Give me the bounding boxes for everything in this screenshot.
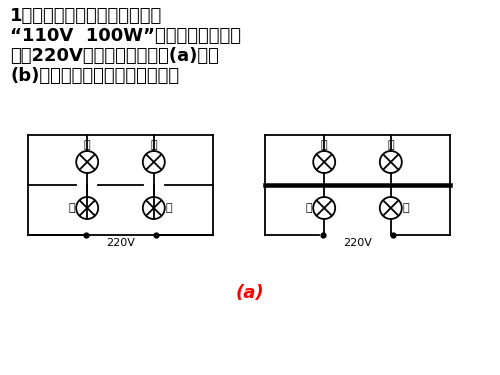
Text: (a): (a) <box>236 284 264 302</box>
Text: 甲: 甲 <box>321 140 328 150</box>
Text: 220V: 220V <box>106 238 135 248</box>
Text: 乙: 乙 <box>306 203 312 213</box>
Text: 丙: 丙 <box>150 140 157 150</box>
Text: 220V: 220V <box>343 238 372 248</box>
Text: 接在220V的电路中使用。图(a)和图: 接在220V的电路中使用。图(a)和图 <box>10 47 219 65</box>
Text: “110V  100W”的灯泡，要把它们: “110V 100W”的灯泡，要把它们 <box>10 27 241 45</box>
Text: 乙: 乙 <box>68 203 75 213</box>
Text: 甲: 甲 <box>84 140 90 150</box>
Text: 丁: 丁 <box>166 203 172 213</box>
Text: 丁: 丁 <box>403 203 409 213</box>
Text: 丙: 丙 <box>388 140 394 150</box>
Text: 1、有甲、乙、丙、丁四个标有: 1、有甲、乙、丙、丁四个标有 <box>10 7 162 25</box>
Text: (b)哪一种接法好？试说明理由。: (b)哪一种接法好？试说明理由。 <box>10 67 179 85</box>
